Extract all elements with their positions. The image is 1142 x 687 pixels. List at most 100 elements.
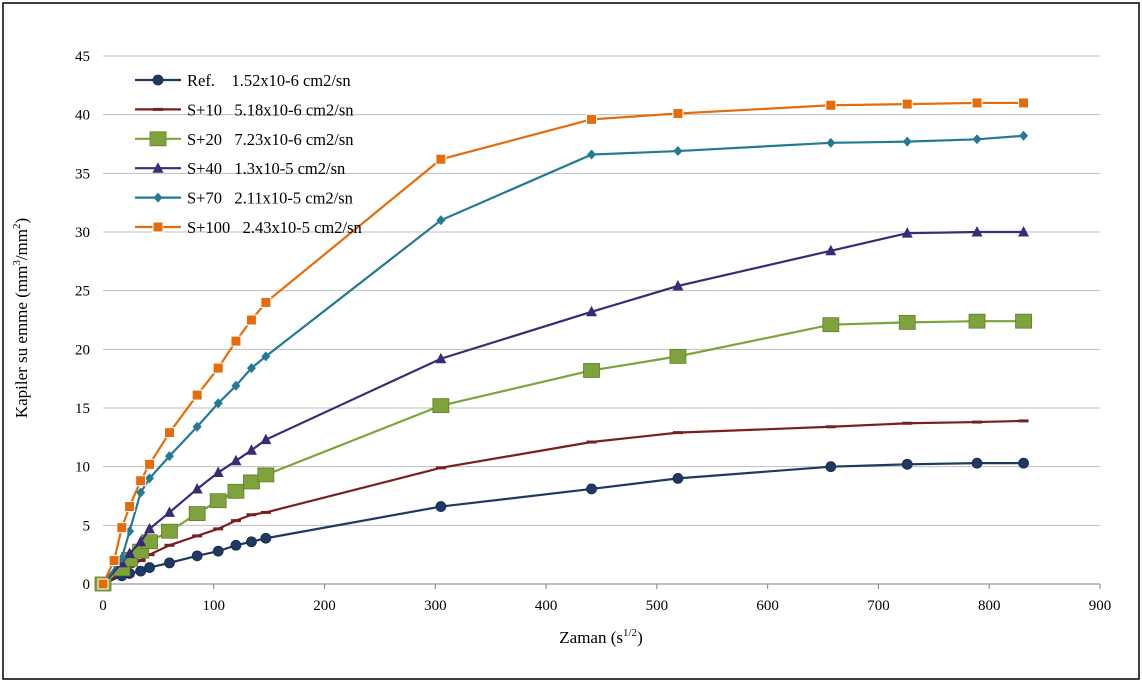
y-tick-label: 10 [75,460,90,476]
x-tick-label: 700 [867,598,890,614]
data-point [116,522,128,534]
data-point [432,398,450,414]
data-point [117,553,127,564]
legend-item: S+100 2.43x10-5 cm2/sn [135,218,362,237]
x-axis-label: Zaman (s1/2) [559,627,642,647]
data-point [901,458,913,470]
data-point [260,296,272,308]
x-tick-label: 0 [99,598,107,614]
x-tick-label: 600 [756,598,779,614]
y-tick-label: 15 [75,401,90,417]
legend-marker [153,192,163,203]
data-point [586,113,598,125]
data-point [669,348,687,364]
gridlines [103,55,1100,526]
x-tick-label: 500 [646,598,669,614]
data-point [230,539,242,551]
data-point [213,398,223,409]
series-4 [98,130,1029,589]
y-tick-label: 35 [75,166,90,182]
legend-item: S+40 1.3x10-5 cm2/sn [135,159,345,178]
data-point [191,482,203,494]
x-tick-label: 200 [313,598,336,614]
y-axis-label: Kapiler su emme (mm3/mm2) [11,218,31,418]
series-3 [97,226,1030,589]
data-point [163,506,175,517]
data-point [231,380,241,391]
data-point [825,244,837,256]
data-point [826,137,836,148]
data-point [586,483,597,495]
data-point [124,547,136,558]
data-point [246,363,256,374]
data-point [227,483,245,499]
data-point [672,279,684,291]
legend-item: S+70 2.11x10-5 cm2/sn [135,189,353,208]
y-tick-label: 30 [75,225,90,241]
data-point [164,451,174,462]
y-tick-label: 40 [75,108,90,124]
data-point [825,461,837,473]
data-point [1018,226,1030,237]
data-point [246,536,257,548]
data-point [898,314,916,330]
data-point [260,433,272,445]
data-point [260,532,272,544]
data-point [672,107,684,119]
data-point [243,474,260,490]
data-point [245,444,257,455]
data-point [971,457,983,469]
data-point [902,136,912,147]
data-point [1019,130,1029,141]
legend-label: S+10 5.18x10-6 cm2/sn [187,100,354,119]
data-point [587,149,597,160]
data-point [209,493,227,509]
data-point [144,562,155,573]
data-point [145,473,155,484]
x-tick-label: 400 [535,598,558,614]
series-line [102,134,1024,585]
legend-label: S+40 1.3x10-5 cm2/sn [187,159,345,178]
data-point [673,146,683,157]
legend: Ref. 1.52x10-6 cm2/sn S+10 5.18x10-6 cm2/… [135,71,362,237]
data-point [188,506,206,522]
legend-item: Ref. 1.52x10-6 cm2/sn [135,71,351,90]
data-point [968,313,986,329]
data-point [230,335,242,347]
data-point [245,314,257,326]
legend-marker [152,74,164,86]
legend-item: S+20 7.23x10-6 cm2/sn [135,130,354,149]
legend-label: S+20 7.23x10-6 cm2/sn [187,130,354,149]
data-point [972,134,982,145]
data-point [191,389,203,401]
legend-label: S+100 2.43x10-5 cm2/sn [187,218,362,237]
data-point [583,363,600,378]
data-point [212,545,224,557]
legend-marker [152,162,164,173]
data-point [825,99,837,111]
data-point [436,215,446,226]
data-point [191,550,203,562]
data-point [435,352,447,364]
x-tick-label: 300 [424,598,447,614]
data-point [108,555,120,567]
data-point [672,472,684,484]
data-point [135,475,147,487]
y-tick-label: 5 [83,518,91,534]
x-tick-label: 900 [1089,598,1112,614]
legend-label: Ref. 1.52x10-6 cm2/sn [187,71,351,90]
legend-item: S+10 5.18x10-6 cm2/sn [135,100,354,119]
data-point [261,351,271,362]
data-point [97,578,109,590]
series-5 [97,97,1030,590]
legend-label: S+70 2.11x10-5 cm2/sn [187,189,353,208]
data-point [163,427,175,439]
data-point [164,557,175,569]
data-point [192,421,202,432]
data-point [257,467,275,483]
series-layer [94,97,1032,592]
data-point [822,317,840,333]
data-point [1018,457,1029,469]
y-tick-label: 25 [75,284,90,300]
